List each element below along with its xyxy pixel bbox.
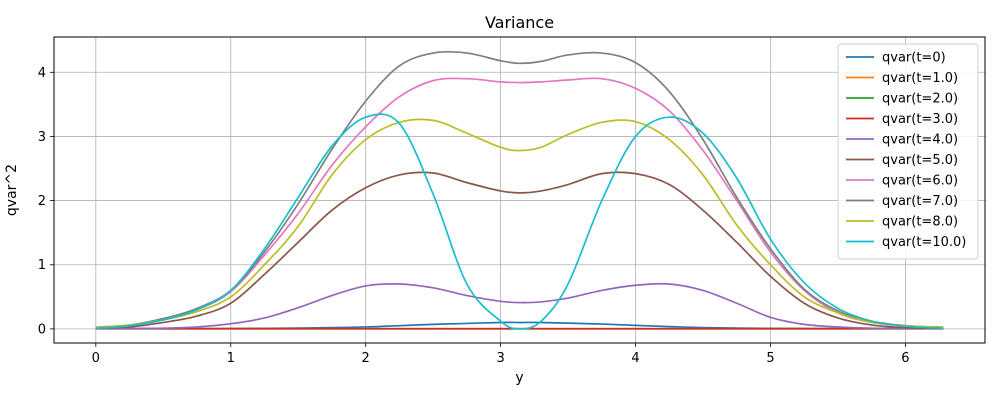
x-tick-label: 4 [631,351,639,366]
y-tick-label: 0 [38,322,46,337]
x-ticks: 0 1 2 3 4 5 6 [92,343,910,366]
y-tick-label: 3 [38,130,46,145]
legend-label-4: qvar(t=4.0) [882,133,958,148]
series-lines [95,50,944,330]
y-ticks: 0 1 2 3 4 [38,66,54,337]
legend-label-5: qvar(t=5.0) [882,153,958,168]
series-line-6 [95,77,944,329]
legend: qvar(t=0) qvar(t=1.0) qvar(t=2.0) qvar(t=3.… [837,43,979,260]
x-tick-label: 5 [766,351,774,366]
x-axis-label: y [515,370,523,386]
y-tick-label: 1 [38,258,46,273]
legend-label-2: qvar(t=2.0) [882,92,958,107]
legend-label-9: qvar(t=10.0) [882,235,966,250]
legend-label-0: qvar(t=0) [882,51,946,66]
plot-frame [53,36,986,344]
x-tick-label: 1 [227,351,235,366]
y-tick-label: 2 [38,194,46,209]
x-tick-label: 6 [901,351,909,366]
legend-label-8: qvar(t=8.0) [882,215,958,230]
x-tick-label: 0 [92,351,100,366]
chart-title: Variance [485,13,554,32]
y-tick-label: 4 [38,66,46,81]
series-line-9 [95,113,944,330]
series-line-8 [95,118,944,328]
series-line-4 [95,282,944,330]
legend-label-1: qvar(t=1.0) [882,71,958,86]
y-axis-label: qvar^2 [4,164,20,216]
x-tick-label: 3 [496,351,504,366]
x-tick-label: 2 [362,351,370,366]
legend-label-6: qvar(t=6.0) [882,174,958,189]
series-line-5 [95,171,944,330]
legend-label-3: qvar(t=3.0) [882,112,958,127]
legend-label-7: qvar(t=7.0) [882,194,958,209]
